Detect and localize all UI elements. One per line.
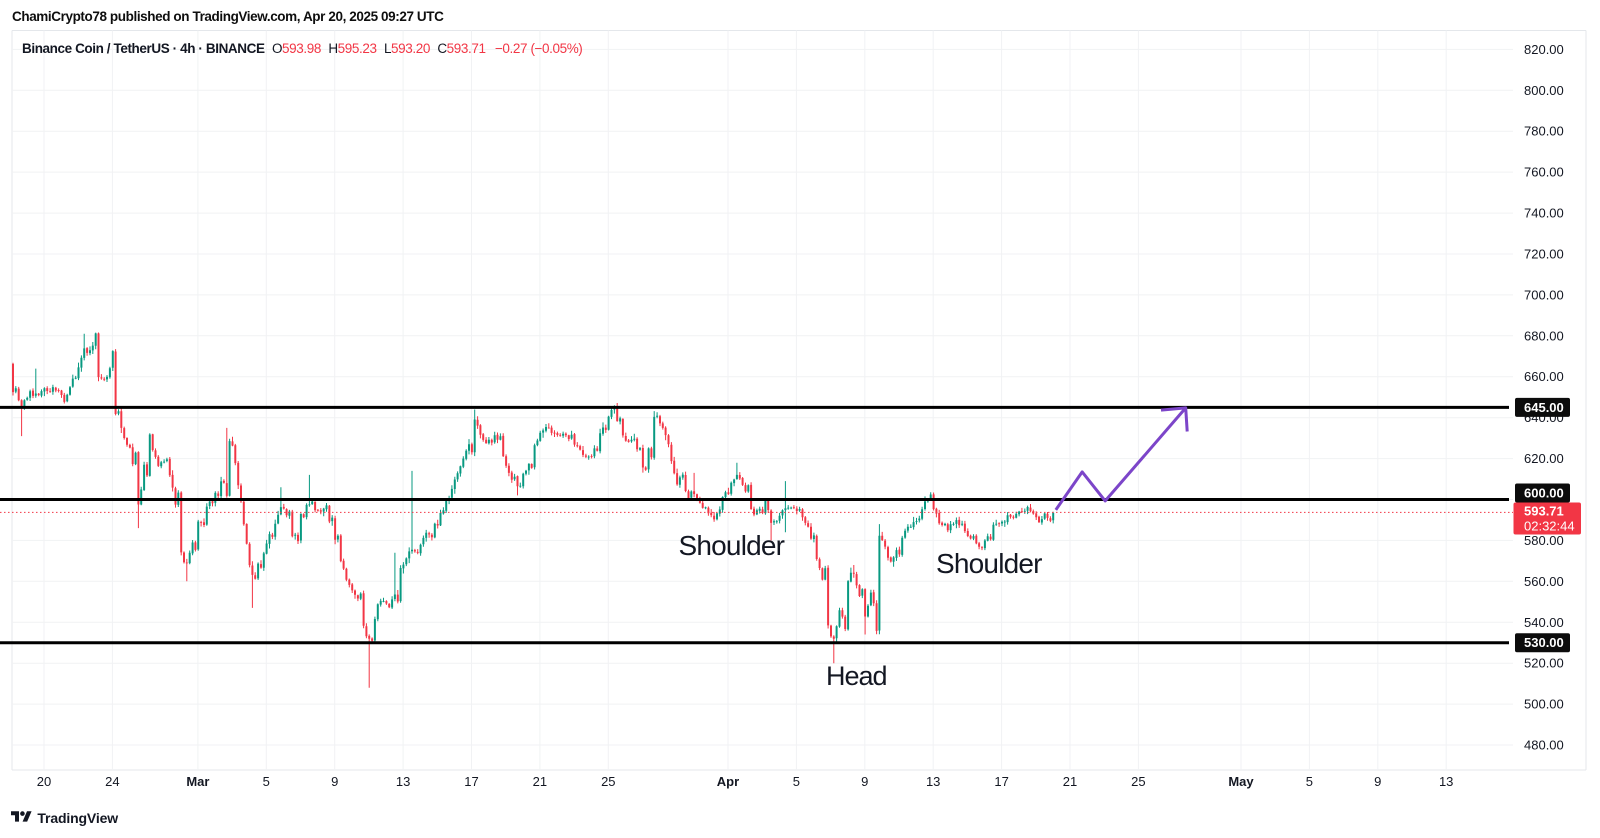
svg-text:820.00: 820.00 [1524,42,1564,57]
svg-text:Mar: Mar [186,774,209,789]
svg-text:500.00: 500.00 [1524,697,1564,712]
svg-text:20: 20 [37,774,51,789]
svg-text:13: 13 [926,774,940,789]
svg-text:740.00: 740.00 [1524,206,1564,221]
svg-text:21: 21 [1063,774,1077,789]
svg-text:13: 13 [396,774,410,789]
svg-text:700.00: 700.00 [1524,287,1564,302]
svg-text:660.00: 660.00 [1524,369,1564,384]
svg-text:9: 9 [861,774,868,789]
svg-text:530.00: 530.00 [1524,635,1564,650]
svg-text:5: 5 [263,774,270,789]
svg-text:Head: Head [826,661,887,691]
svg-text:520.00: 520.00 [1524,656,1564,671]
svg-text:645.00: 645.00 [1524,400,1564,415]
svg-text:580.00: 580.00 [1524,533,1564,548]
svg-text:21: 21 [533,774,547,789]
svg-text:13: 13 [1439,774,1453,789]
svg-text:760.00: 760.00 [1524,165,1564,180]
svg-text:480.00: 480.00 [1524,738,1564,753]
svg-text:720.00: 720.00 [1524,247,1564,262]
svg-text:540.00: 540.00 [1524,615,1564,630]
svg-text:24: 24 [105,774,119,789]
svg-text:593.71: 593.71 [1524,504,1564,519]
svg-text:5: 5 [1306,774,1313,789]
svg-text:17: 17 [464,774,478,789]
svg-text:620.00: 620.00 [1524,451,1564,466]
svg-text:5: 5 [793,774,800,789]
svg-text:17: 17 [994,774,1008,789]
svg-text:May: May [1228,774,1254,789]
svg-text:Apr: Apr [717,774,739,789]
svg-text:800.00: 800.00 [1524,83,1564,98]
svg-text:780.00: 780.00 [1524,124,1564,139]
svg-text:600.00: 600.00 [1524,486,1564,501]
svg-text:Shoulder: Shoulder [936,548,1042,579]
svg-text:560.00: 560.00 [1524,574,1564,589]
svg-text:25: 25 [601,774,615,789]
svg-text:680.00: 680.00 [1524,328,1564,343]
svg-text:9: 9 [1374,774,1381,789]
svg-text:9: 9 [331,774,338,789]
svg-text:02:32:44: 02:32:44 [1524,519,1575,534]
svg-text:25: 25 [1131,774,1145,789]
svg-text:Shoulder: Shoulder [679,530,785,561]
